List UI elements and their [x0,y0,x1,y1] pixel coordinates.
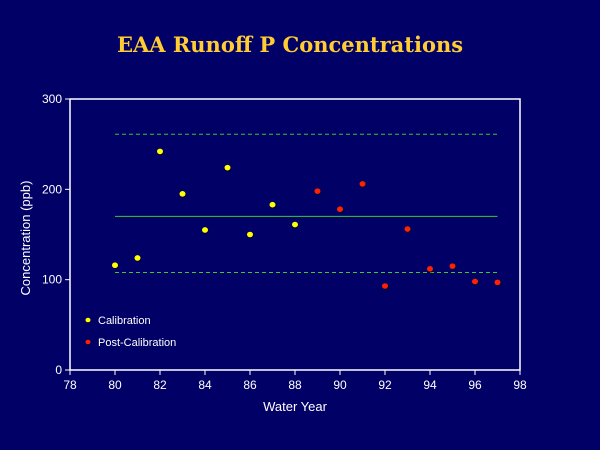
x-tick-label: 94 [423,378,437,392]
x-axis-label: Water Year [263,399,328,414]
data-point-calibration [224,164,231,171]
data-point-post-calibration [314,188,321,194]
x-tick-label: 92 [378,378,392,392]
data-point-calibration [179,191,186,197]
data-point-post-calibration [359,181,366,187]
y-axis-ticks: 0 100 200 300 [42,92,70,377]
plot-area-frame [69,98,521,371]
data-point-calibration [247,231,253,238]
data-point-calibration [269,201,276,208]
data-points [112,148,502,290]
legend-label: Post-Calibration [98,337,176,349]
x-tick-label: 96 [468,378,482,392]
x-tick-label: 90 [333,378,347,392]
legend-marker [85,317,91,323]
data-point-post-calibration [337,206,343,213]
x-tick-label: 84 [198,378,212,392]
x-tick-label: 82 [153,378,167,392]
data-point-post-calibration [404,226,411,232]
data-point-post-calibration [382,283,388,289]
y-tick-label: 300 [42,92,62,106]
x-tick-label: 80 [108,378,122,392]
x-axis-ticks: 78 80 82 84 86 88 90 92 94 96 98 [63,370,527,392]
chart-title: EAA Runoff P Concentrations [117,32,463,57]
legend-label: Calibration [98,315,151,327]
data-point-post-calibration [449,263,456,269]
x-tick-label: 88 [288,378,302,392]
data-point-calibration [134,255,141,261]
legend: Calibration Post-Calibration [85,315,176,349]
data-point-post-calibration [427,266,433,272]
y-tick-label: 100 [42,273,62,287]
data-point-calibration [202,227,208,233]
x-tick-label: 78 [63,378,77,392]
data-point-calibration [157,148,163,155]
reference-lines [115,133,498,273]
data-point-post-calibration [494,279,501,286]
x-tick-label: 86 [243,378,257,392]
x-tick-label: 98 [513,378,527,392]
data-point-calibration [112,262,118,269]
y-axis-label: Concentration (ppb) [18,181,33,296]
y-tick-label: 0 [55,363,62,377]
data-point-calibration [292,221,298,228]
data-point-post-calibration [472,278,478,285]
y-tick-label: 200 [42,182,62,196]
legend-marker [85,339,91,345]
